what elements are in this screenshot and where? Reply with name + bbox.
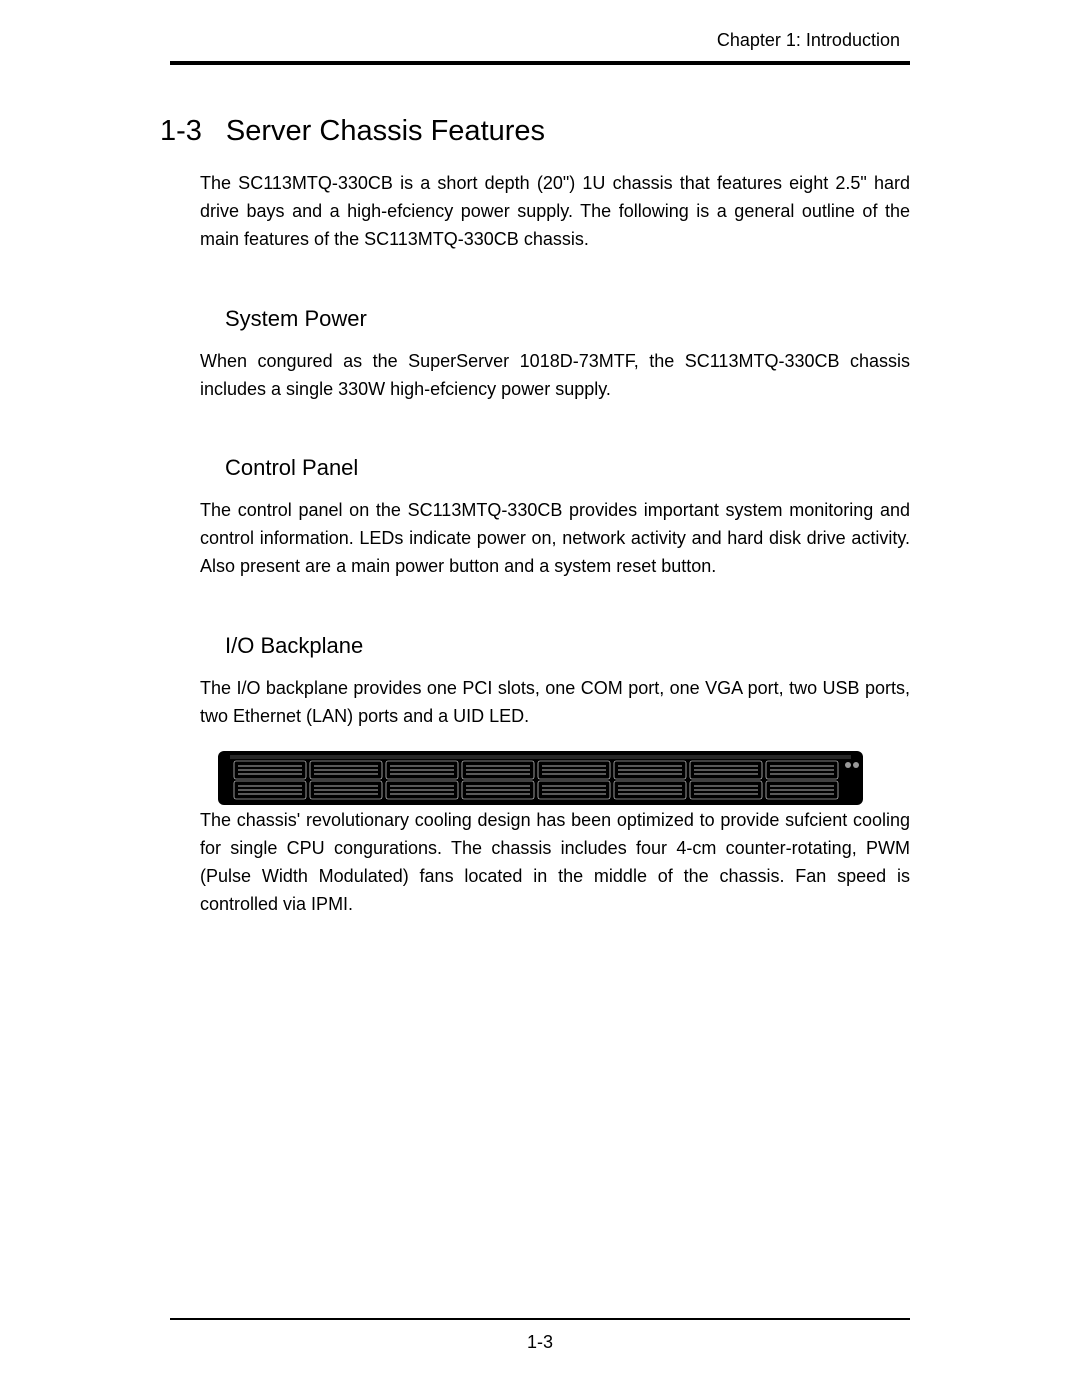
- control-panel-title: Control Panel: [225, 455, 910, 481]
- header-rule: [170, 61, 910, 65]
- io-backplane-paragraph: The I/O backplane provides one PCI slots…: [200, 675, 910, 731]
- chapter-header: Chapter 1: Introduction: [170, 30, 910, 51]
- section-title: 1-3 Server Chassis Features: [160, 115, 910, 148]
- section-title-text: Server Chassis Features: [226, 115, 545, 147]
- cooling-paragraph: The chassis' revolutionary cooling desig…: [200, 807, 910, 919]
- intro-paragraph: The SC113MTQ-330CB is a short depth (20"…: [200, 170, 910, 254]
- control-panel-paragraph: The control panel on the SC113MTQ-330CB …: [200, 497, 910, 581]
- chassis-illustration: [218, 751, 863, 805]
- page-number: 1-3: [170, 1332, 910, 1353]
- section-number: 1-3: [160, 115, 202, 147]
- system-power-title: System Power: [225, 306, 910, 332]
- io-backplane-title: I/O Backplane: [225, 633, 910, 659]
- footer-rule: [170, 1318, 910, 1320]
- system-power-paragraph: When congured as the SuperServer 1018D-7…: [200, 348, 910, 404]
